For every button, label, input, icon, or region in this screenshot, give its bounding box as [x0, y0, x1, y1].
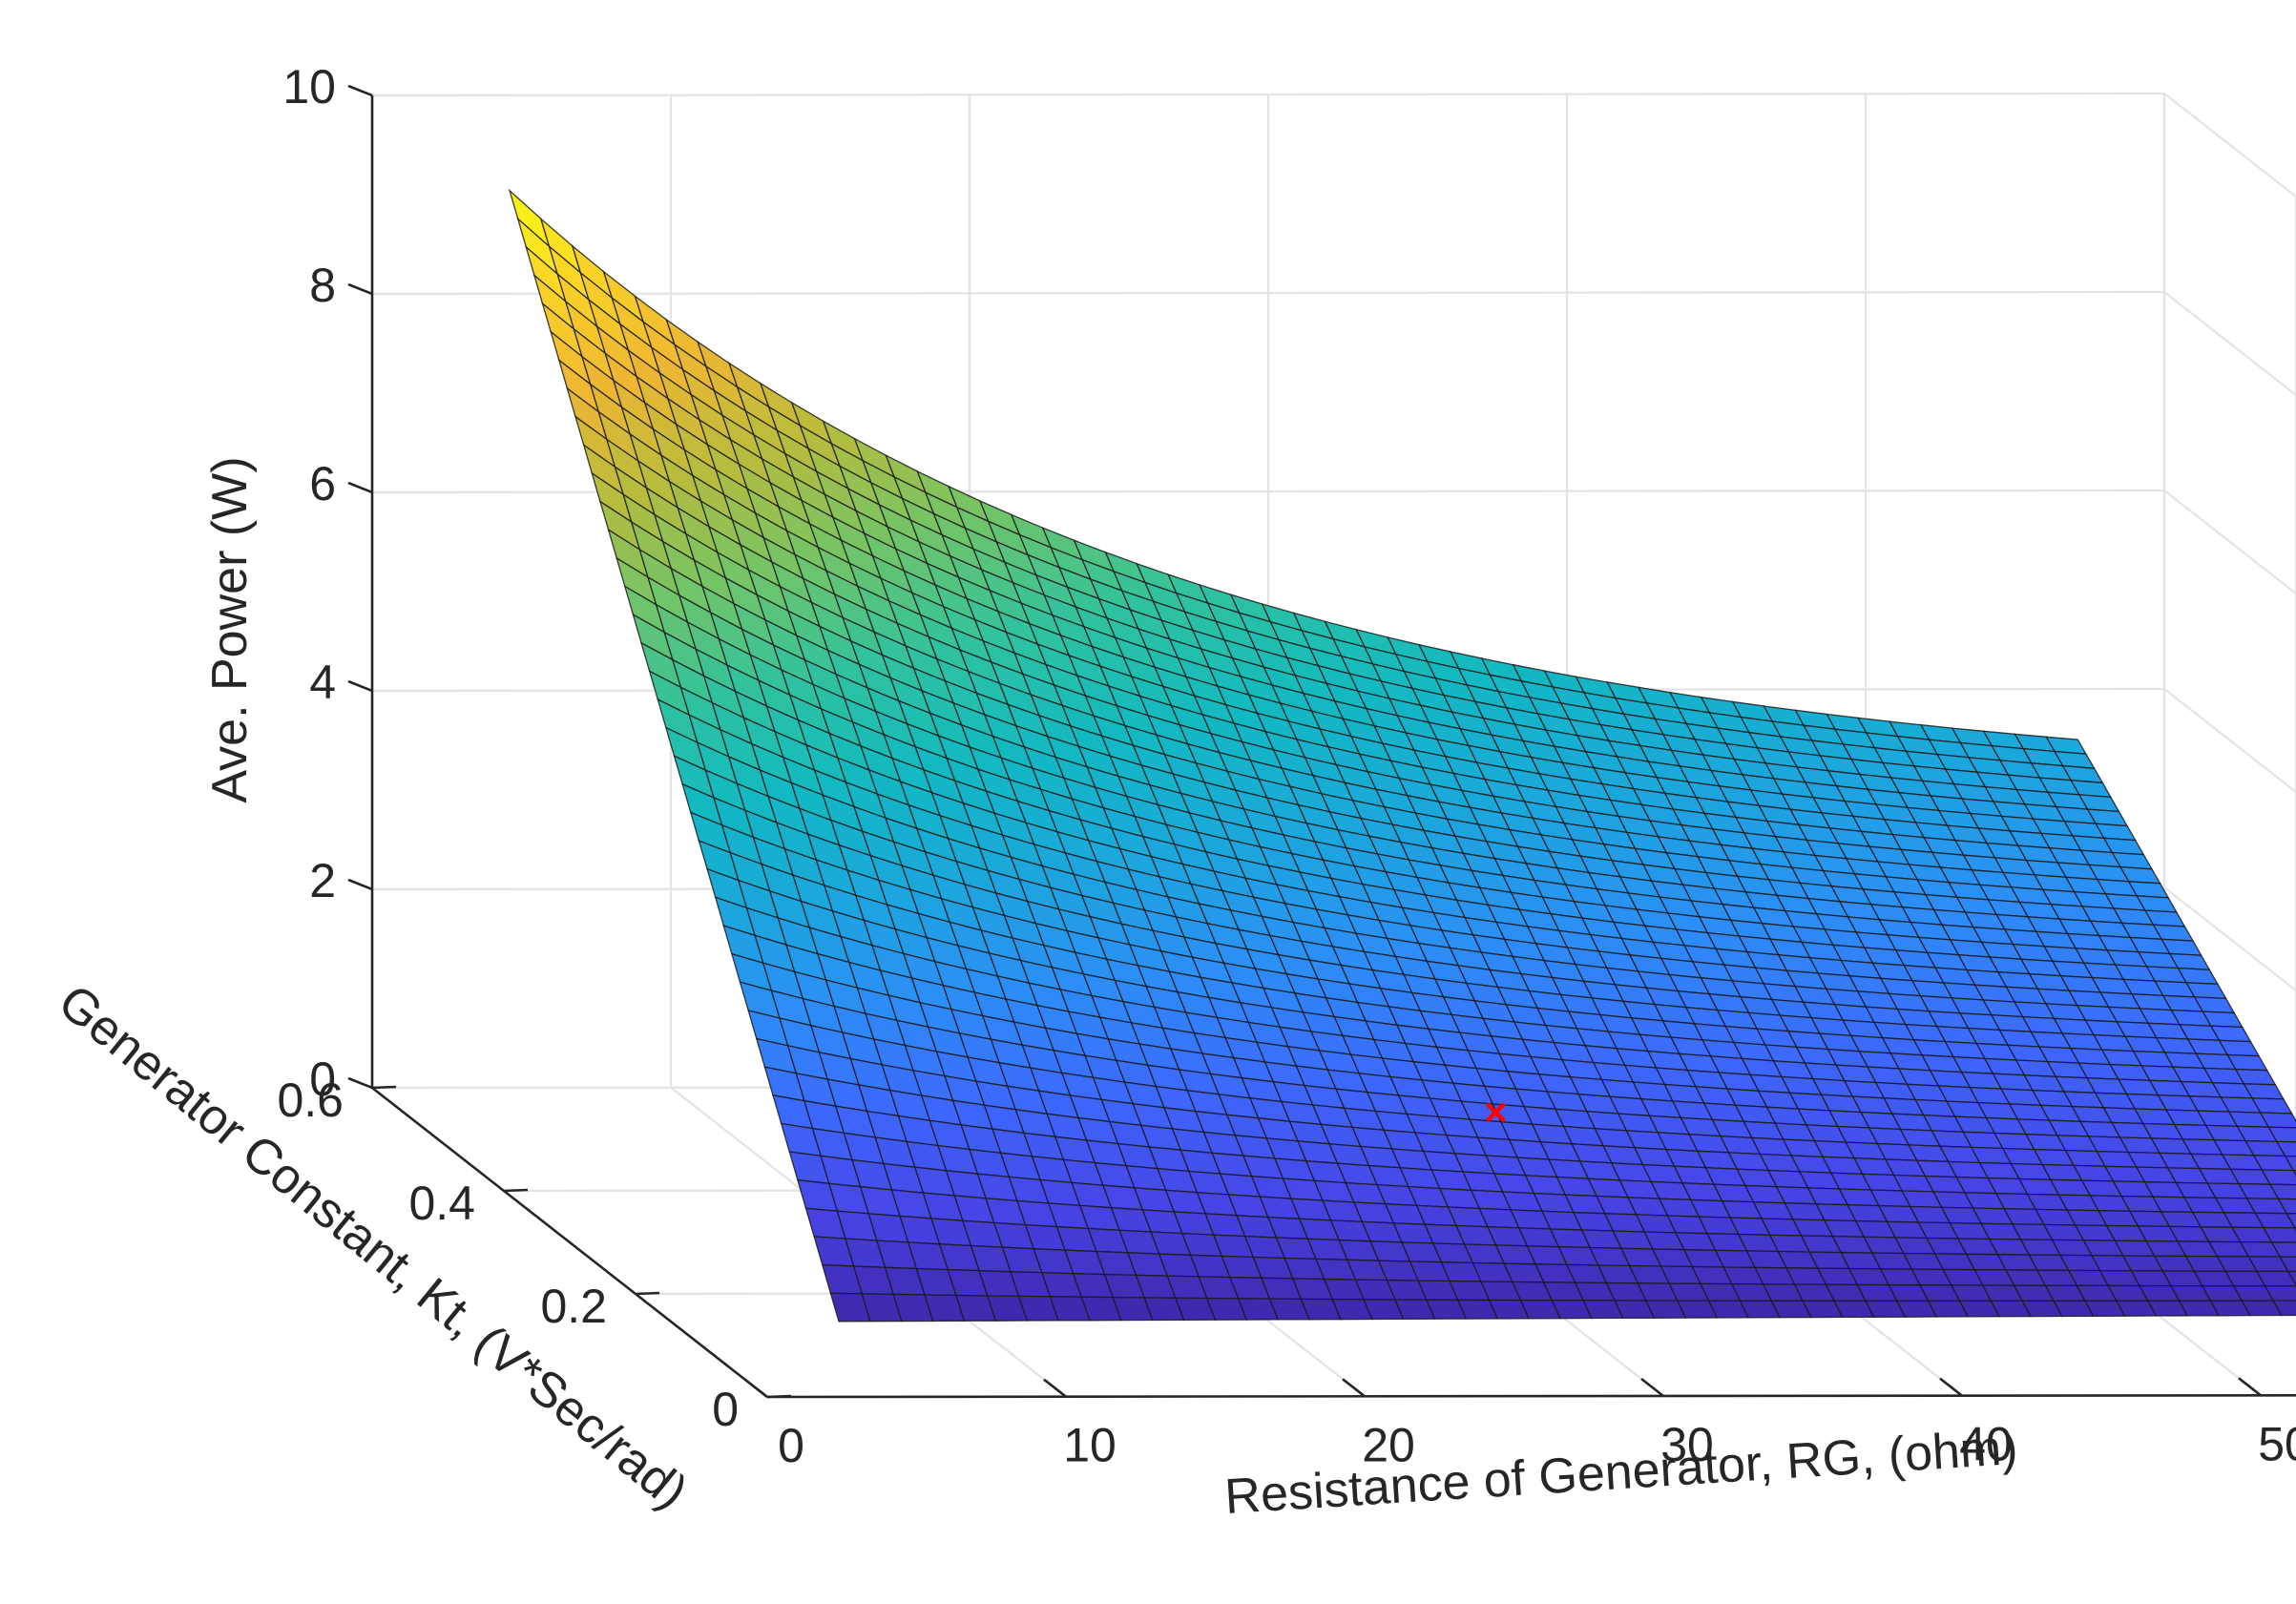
- x-tick-mark: [1939, 1377, 1963, 1397]
- grid-line-right-z: [2163, 93, 2296, 198]
- z-tick-mark: [347, 878, 373, 891]
- y-tick-label: 0.6: [277, 1073, 344, 1127]
- x-tick-mark: [744, 1378, 768, 1399]
- x-tick-label: 30: [1660, 1418, 1714, 1471]
- surface-patch: [2270, 1241, 2296, 1258]
- surface-patch: [2292, 1169, 2296, 1177]
- x-tick-mark: [2238, 1377, 2262, 1397]
- z-axis-title: Ave. Power (W): [202, 456, 258, 802]
- z-tick-mark: [347, 679, 373, 693]
- x-tick-label: 0: [778, 1419, 804, 1472]
- z-tick-mark: [347, 481, 373, 494]
- y-tick-mark: [766, 1394, 792, 1399]
- surface-patch: [2284, 1155, 2296, 1172]
- surface-patch: [2275, 1140, 2296, 1157]
- z-tick-label: 0: [309, 1052, 336, 1106]
- z-tick-mark: [347, 1076, 373, 1090]
- surface-patch: [2277, 1198, 2296, 1215]
- y-tick-label: 0: [712, 1383, 739, 1436]
- surface-patch: [2267, 1126, 2296, 1143]
- z-tick-mark: [347, 84, 373, 97]
- optimum-marker-stroke-2: [1485, 1102, 1506, 1123]
- y-tick-mark: [371, 1085, 397, 1090]
- y-tick-mark: [635, 1291, 660, 1296]
- y-axis-line: [371, 1086, 768, 1399]
- surface-patch: [2279, 1256, 2296, 1273]
- grid-line-right-z: [2163, 688, 2296, 794]
- z-tick-mark: [347, 282, 373, 296]
- grid-line-right-z: [2163, 291, 2296, 397]
- x-tick-label: 20: [1362, 1418, 1415, 1471]
- surface-patch: [2286, 1270, 2296, 1287]
- x-tick-label: 50: [2258, 1417, 2296, 1470]
- z-tick-label: 8: [309, 259, 336, 312]
- y-tick-label: 0.4: [408, 1177, 475, 1230]
- grid-line-back-z: [371, 290, 2165, 296]
- x-axis-line: [766, 1393, 2296, 1399]
- marker-layer: [1485, 1102, 1506, 1123]
- z-tick-label: 2: [309, 854, 336, 907]
- x-tick-mark: [1043, 1378, 1067, 1398]
- x-tick-mark: [1640, 1377, 1664, 1398]
- surface-patch: [2268, 1183, 2296, 1200]
- y-tick-mark: [503, 1188, 529, 1193]
- surface-patch: [2286, 1213, 2296, 1229]
- z-tick-label: 10: [282, 60, 336, 114]
- x-tick-label: 10: [1063, 1419, 1117, 1472]
- surface-patch: [2272, 1300, 2296, 1317]
- surface-mesh: [508, 188, 2296, 1323]
- x-tick-mark: [1342, 1378, 1366, 1398]
- grid-line-right-z: [2163, 886, 2296, 992]
- x-axis-title: Resistance of Generator, RG, (ohm): [1223, 1420, 2019, 1525]
- grid-line-back-z: [371, 92, 2165, 97]
- y-tick-label: 0.2: [540, 1280, 607, 1333]
- x-tick-label: 40: [1959, 1418, 2013, 1471]
- z-tick-label: 6: [309, 457, 336, 510]
- grid-line-right-z: [2163, 490, 2296, 595]
- z-tick-label: 4: [309, 656, 336, 709]
